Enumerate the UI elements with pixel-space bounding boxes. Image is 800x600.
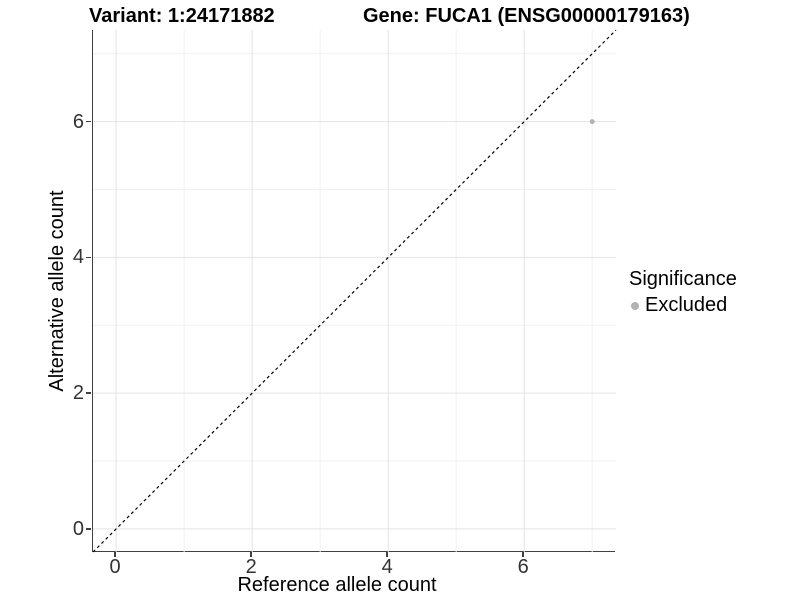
- legend-title: Significance: [629, 268, 737, 290]
- x-tick-mark: [522, 552, 524, 557]
- y-tick-mark: [86, 392, 91, 394]
- x-tick-mark: [386, 552, 388, 557]
- y-axis-title: Alternative allele count: [46, 190, 68, 392]
- plot-title-gene: Gene: FUCA1 (ENSG00000179163): [363, 5, 690, 27]
- plot-canvas: [92, 29, 617, 553]
- x-tick-mark: [114, 552, 116, 557]
- legend-key-dot-icon: [631, 301, 639, 310]
- plot-panel: [92, 29, 617, 553]
- y-tick-label: 6: [72, 110, 84, 133]
- x-tick-mark: [250, 552, 252, 557]
- identity-reference-line: [92, 29, 617, 553]
- y-tick-mark: [86, 120, 91, 123]
- y-tick-label: 4: [72, 246, 84, 269]
- y-tick-mark: [86, 256, 91, 259]
- x-tick-label: 6: [517, 556, 529, 578]
- legend-items: Excluded: [629, 294, 737, 317]
- y-tick-label: 2: [72, 382, 84, 405]
- x-tick-label: 2: [245, 556, 257, 578]
- legend: Significance Excluded: [629, 267, 737, 317]
- x-axis-title: Reference allele count: [237, 574, 437, 596]
- y-tick-label: 0: [72, 517, 84, 540]
- legend-item: Excluded: [629, 294, 737, 317]
- data-point: [589, 119, 595, 125]
- x-tick-label: 0: [109, 556, 121, 578]
- x-tick-label: 4: [381, 556, 393, 578]
- plot-title-variant: Variant: 1:24171882: [89, 5, 275, 27]
- legend-item-label: Excluded: [645, 294, 728, 316]
- y-tick-mark: [86, 528, 91, 530]
